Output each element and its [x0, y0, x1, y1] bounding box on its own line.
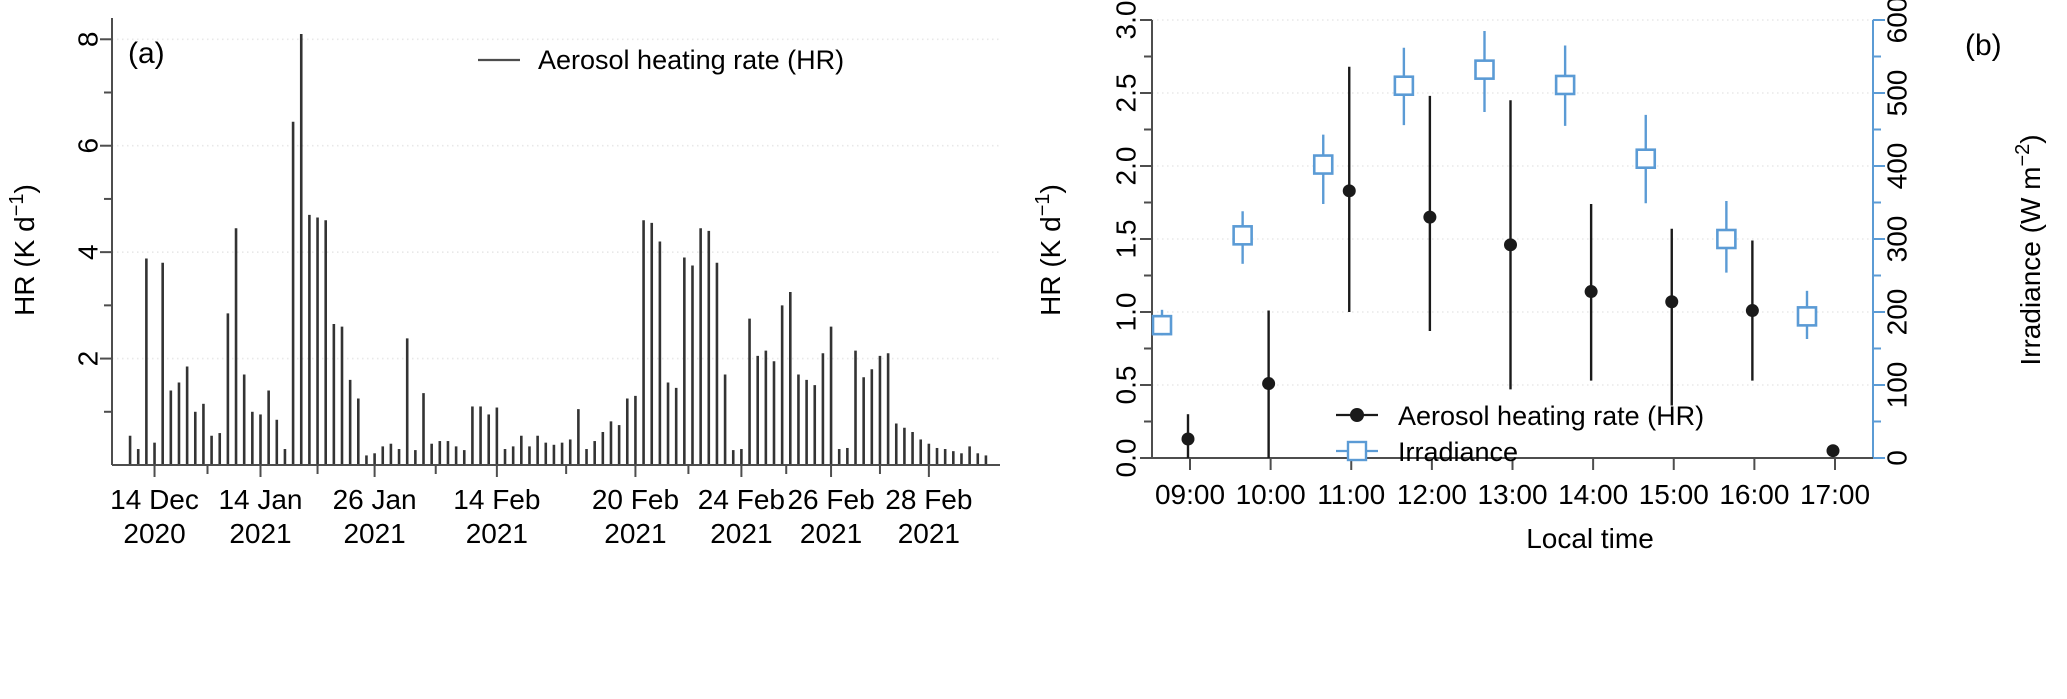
legend-label-hr: Aerosol heating rate (HR) [1398, 401, 1704, 431]
panel-a-legend: Aerosol heating rate (HR) [478, 45, 844, 75]
svg-text:26 Feb: 26 Feb [787, 484, 874, 515]
panel-b: 0.0 0.5 1.0 1.5 2.0 2.5 3.0 0 100 200 300 400 500 60… [1030, 0, 2067, 699]
svg-text:09:00: 09:00 [1155, 479, 1225, 510]
svg-text:200: 200 [1881, 289, 1912, 336]
svg-text:0.0: 0.0 [1110, 439, 1141, 478]
panel-b-ylabel-right: Irradiance (W m−2) [2012, 134, 2046, 365]
svg-text:24 Feb: 24 Feb [698, 484, 785, 515]
panel-a-bars [128, 33, 988, 465]
svg-text:14:00: 14:00 [1558, 479, 1628, 510]
svg-text:11:00: 11:00 [1317, 479, 1385, 510]
legend-label-irradiance: Irradiance [1398, 437, 1518, 467]
svg-text:300: 300 [1881, 216, 1912, 263]
svg-text:2021: 2021 [710, 518, 772, 549]
svg-text:4: 4 [72, 244, 103, 260]
panel-b-ylabel-left: HR (K d−1) [1032, 184, 1066, 316]
svg-text:14 Feb: 14 Feb [453, 484, 540, 515]
panel-a-y-axis: 2 4 6 8 [72, 18, 113, 465]
svg-text:26 Jan: 26 Jan [333, 484, 417, 515]
svg-text:13:00: 13:00 [1477, 479, 1547, 510]
svg-text:2021: 2021 [343, 518, 405, 549]
svg-text:16:00: 16:00 [1719, 479, 1789, 510]
panel-b-svg: 0.0 0.5 1.0 1.5 2.0 2.5 3.0 0 100 200 300 400 500 60… [1032, 0, 2046, 554]
svg-text:0.5: 0.5 [1110, 366, 1141, 405]
panel-a-gridlines [112, 38, 1000, 360]
svg-text:12:00: 12:00 [1397, 479, 1467, 510]
legend-label-hr: Aerosol heating rate (HR) [538, 45, 844, 75]
svg-text:500: 500 [1881, 70, 1912, 117]
panel-b-tag: (b) [1965, 29, 2002, 62]
svg-text:600: 600 [1881, 0, 1912, 43]
panel-b-xlabel: Local time [1526, 523, 1654, 554]
svg-text:14 Jan: 14 Jan [218, 484, 302, 515]
svg-text:8: 8 [72, 31, 103, 47]
svg-text:2.0: 2.0 [1110, 147, 1141, 186]
svg-text:2: 2 [72, 351, 103, 367]
svg-text:2021: 2021 [898, 518, 960, 549]
svg-text:3.0: 3.0 [1110, 1, 1141, 40]
panel-b-y-axis-left: 0.0 0.5 1.0 1.5 2.0 2.5 3.0 [1110, 1, 1153, 478]
svg-text:28 Feb: 28 Feb [885, 484, 972, 515]
filled-circle-icon [1350, 408, 1364, 422]
svg-text:2021: 2021 [800, 518, 862, 549]
svg-text:100: 100 [1881, 362, 1912, 409]
panel-a-tag: (a) [128, 37, 165, 70]
svg-text:2020: 2020 [123, 518, 185, 549]
svg-text:10:00: 10:00 [1236, 479, 1306, 510]
svg-text:400: 400 [1881, 143, 1912, 190]
svg-text:17:00: 17:00 [1800, 479, 1870, 510]
panel-b-y-axis-right: 0 100 200 300 400 500 600 [1872, 0, 1912, 466]
svg-text:14 Dec: 14 Dec [110, 484, 199, 515]
svg-text:1.5: 1.5 [1110, 220, 1141, 259]
svg-text:0: 0 [1881, 450, 1912, 466]
panel-b-x-axis: 09:00 10:00 11:00 12:00 13:00 14:00 15:00 16:00… [1152, 457, 1873, 510]
open-square-icon [1346, 440, 1368, 462]
svg-text:2021: 2021 [466, 518, 528, 549]
svg-text:15:00: 15:00 [1639, 479, 1709, 510]
svg-text:2021: 2021 [229, 518, 291, 549]
svg-text:2021: 2021 [604, 518, 666, 549]
svg-text:1.0: 1.0 [1110, 293, 1141, 332]
svg-text:2.5: 2.5 [1110, 74, 1141, 113]
svg-text:6: 6 [72, 138, 103, 154]
panel-b-datapoints [1151, 30, 1840, 458]
panel-b-legend: Aerosol heating rate (HR) Irradiance [1336, 401, 1704, 467]
panel-a-ylabel: HR (K d−1) [6, 184, 40, 316]
svg-text:20 Feb: 20 Feb [592, 484, 679, 515]
